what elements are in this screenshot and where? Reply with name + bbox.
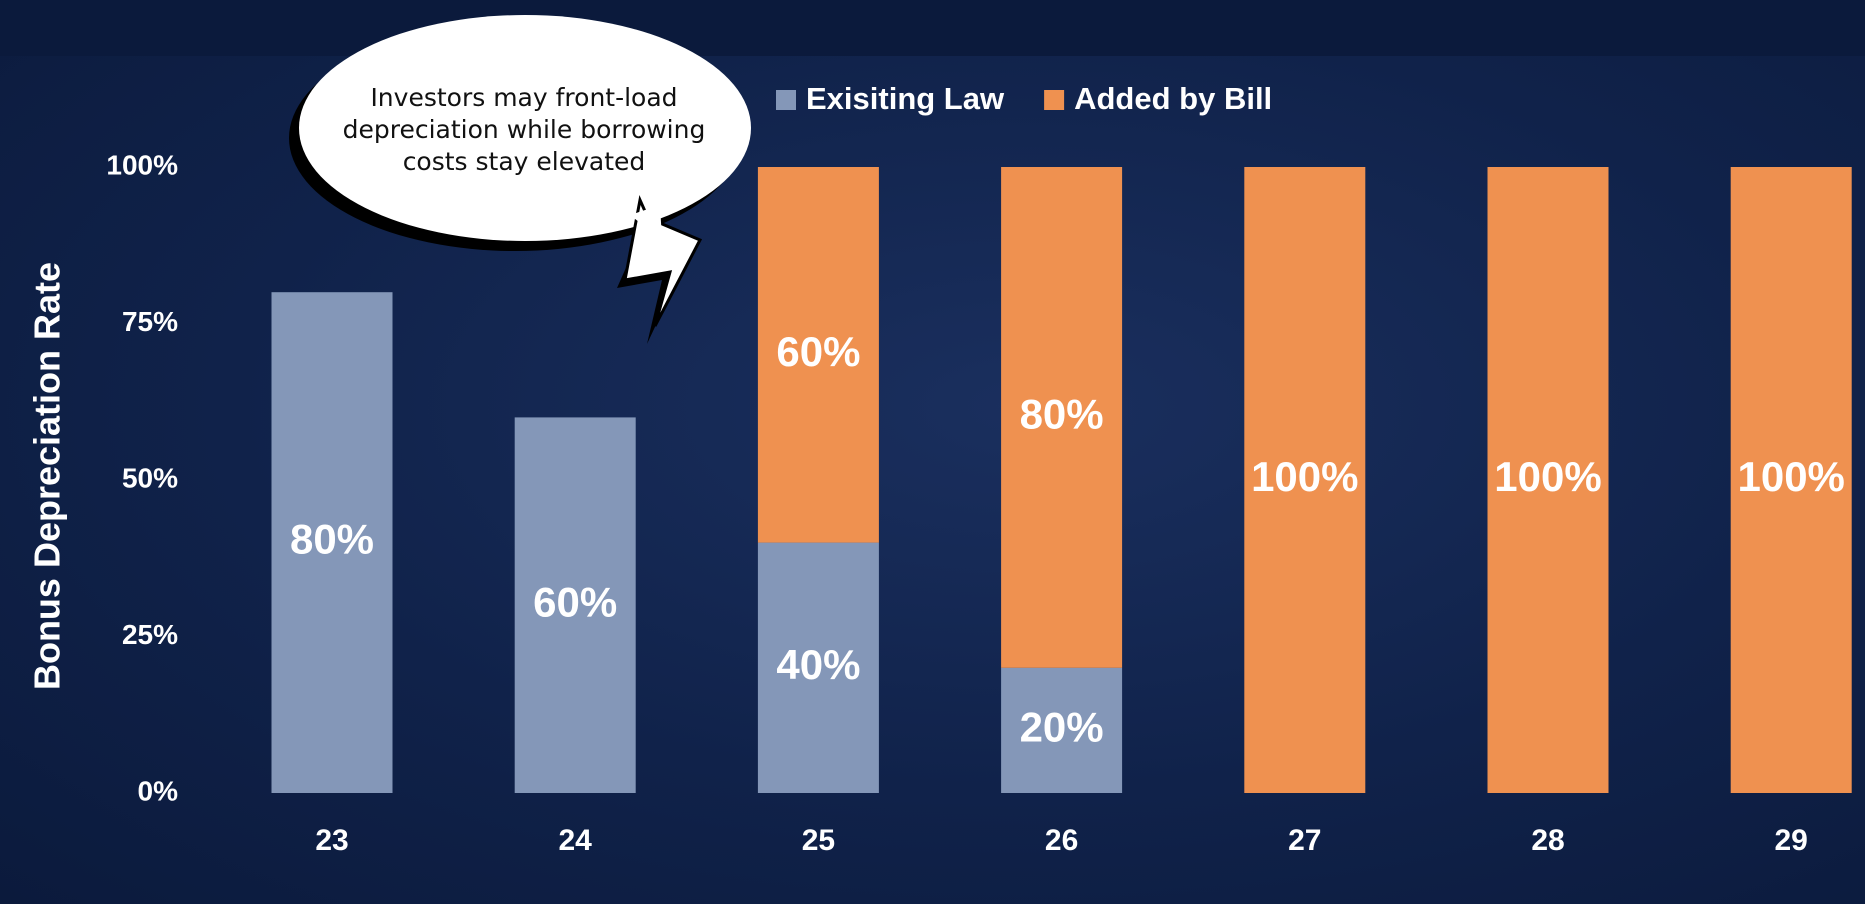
legend-label: Exisiting Law — [806, 81, 1005, 116]
annotation: Investors may front-load depreciation wh… — [342, 83, 706, 176]
y-tick-label: 50% — [122, 462, 178, 493]
x-tick-label: 26 — [1045, 824, 1078, 857]
speech-bubble — [289, 15, 751, 344]
x-tick-label: 24 — [559, 824, 593, 857]
bar-segment — [757, 167, 879, 543]
y-tick-label: 0% — [138, 775, 179, 806]
y-axis-title: Bonus Depreciation Rate — [27, 262, 68, 690]
bar-segment — [514, 417, 636, 793]
data-label: 100% — [1251, 453, 1358, 500]
data-label: 100% — [1494, 453, 1601, 500]
y-tick-label: 100% — [106, 149, 178, 180]
bar-segment — [757, 542, 879, 793]
data-label: 80% — [1020, 390, 1104, 437]
legend-swatch — [1044, 90, 1065, 110]
y-tick-label: 25% — [122, 619, 178, 650]
x-tick-label: 28 — [1531, 824, 1564, 857]
bar-segment — [1244, 167, 1366, 793]
y-tick-label: 75% — [122, 306, 178, 337]
data-label: 20% — [1020, 703, 1104, 750]
data-label: 60% — [533, 578, 617, 625]
x-tick-label: 25 — [802, 824, 835, 857]
bar-segment — [271, 292, 393, 793]
x-tick-label: 27 — [1288, 824, 1321, 857]
top-band — [0, 0, 1865, 56]
legend-label: Added by Bill — [1074, 81, 1272, 116]
bar-segment — [1730, 167, 1852, 793]
bar-segment — [1001, 167, 1123, 668]
data-label: 80% — [290, 516, 374, 563]
data-label: 100% — [1737, 453, 1844, 500]
data-label: 40% — [776, 641, 860, 688]
data-label: 60% — [776, 328, 860, 375]
bar-segment — [1487, 167, 1609, 793]
x-tick-label: 23 — [315, 824, 348, 857]
legend-swatch — [776, 90, 796, 110]
x-tick-label: 29 — [1775, 824, 1808, 857]
bar-segment — [1001, 667, 1123, 793]
